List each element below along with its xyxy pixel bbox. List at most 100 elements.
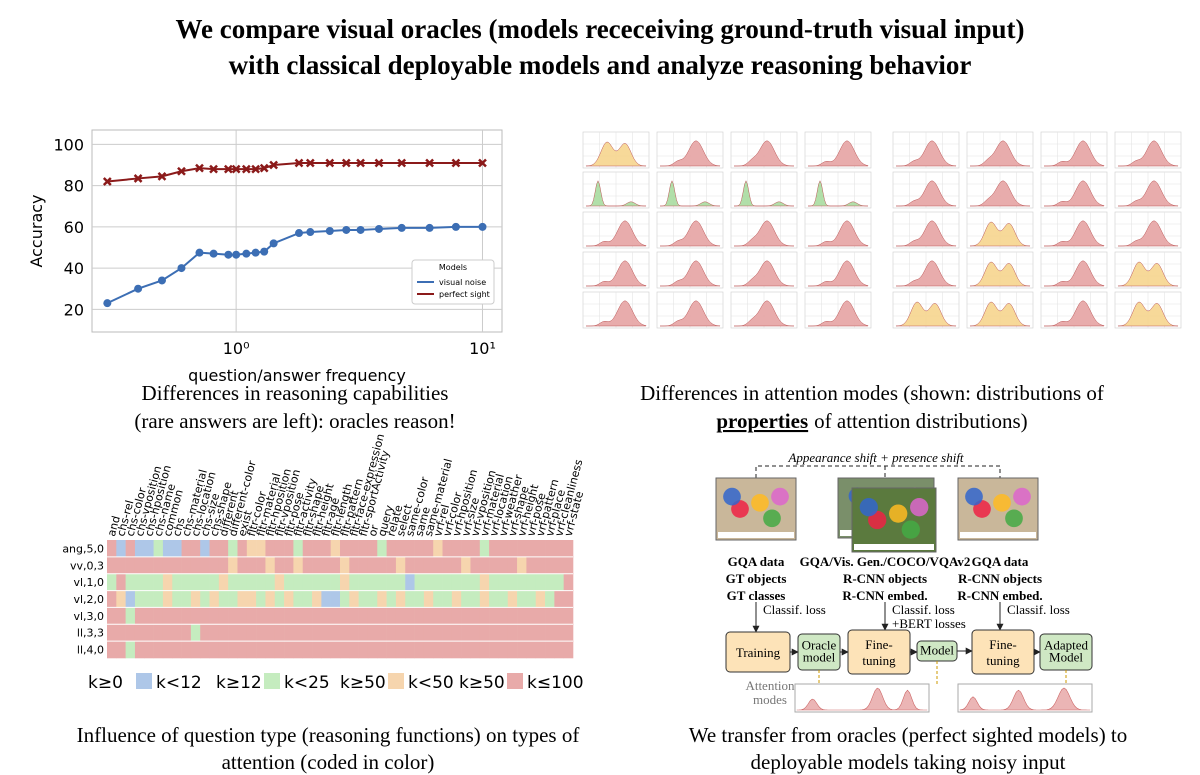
heat-cell — [200, 607, 210, 625]
heat-cell — [153, 556, 164, 575]
heat-cell — [461, 573, 471, 591]
point — [157, 276, 166, 285]
ridge-curve — [1117, 261, 1179, 287]
heat-cell — [395, 641, 406, 659]
heat-cell — [134, 641, 145, 659]
heat-cell — [442, 540, 453, 558]
heat-cell — [414, 641, 425, 659]
box-label: Adapted — [1044, 638, 1089, 653]
caption: deployable models taking noisy input — [751, 750, 1066, 774]
heat-cell — [172, 641, 182, 659]
photo-caption — [854, 544, 934, 550]
heat-cell — [535, 624, 546, 642]
photo-blob — [901, 520, 920, 539]
heat-cell — [340, 590, 350, 608]
heat-cell — [349, 540, 359, 558]
ridge-curve — [659, 220, 721, 247]
heat-cell — [228, 624, 238, 642]
heat-cell — [358, 540, 369, 558]
heat-cell — [554, 573, 564, 591]
heat-cell — [545, 556, 555, 575]
point — [209, 249, 218, 258]
heat-cell — [545, 573, 555, 591]
heat-cell — [526, 540, 537, 558]
point — [251, 164, 261, 174]
heat-cell — [246, 607, 257, 625]
heat-cell — [274, 590, 285, 608]
caption: Differences in attention modes (shown: d… — [640, 381, 1104, 405]
ridge-curve — [733, 140, 795, 167]
heat-cell — [517, 607, 527, 625]
heat-cell — [470, 624, 481, 642]
heat-cell — [479, 641, 490, 659]
heat-cell — [312, 573, 322, 591]
heat-cell — [256, 641, 266, 659]
point — [374, 158, 384, 168]
column-label: chs — [170, 516, 187, 538]
data-label: GT objects — [726, 571, 787, 586]
heat-cell — [181, 590, 192, 608]
heat-cell — [172, 624, 182, 642]
point — [295, 229, 304, 238]
photo — [957, 477, 1039, 541]
heat-cell — [209, 573, 220, 591]
caption: We transfer from oracles (perfect sighte… — [689, 723, 1128, 747]
data-label: GQA/Vis. Gen./COCO/VQAv2 — [800, 554, 971, 569]
photo-blob — [723, 487, 741, 506]
heat-cell — [535, 556, 546, 575]
legend-swatch — [388, 673, 404, 689]
ridge-curve — [659, 140, 721, 167]
ridge-curve — [895, 220, 957, 247]
ridge-plot — [966, 171, 1034, 209]
heat-cell — [377, 556, 387, 575]
heat-cell — [172, 607, 182, 625]
ridge-plot — [1040, 291, 1108, 329]
heat-cell — [442, 607, 453, 625]
point — [260, 247, 269, 256]
heat-cell — [405, 540, 415, 558]
heat-cell — [517, 624, 527, 642]
heat-cell — [181, 624, 192, 642]
photo-blob — [889, 504, 908, 523]
heat-cell — [200, 641, 210, 659]
heat-cell — [172, 573, 182, 591]
ridge-plot — [582, 211, 650, 249]
heat-cell — [116, 624, 126, 642]
heat-cell — [526, 573, 537, 591]
point — [269, 239, 278, 248]
heat-cell — [423, 573, 434, 591]
heat-cell — [293, 641, 304, 659]
legend-label: k≥50 — [340, 673, 386, 693]
heat-cell — [190, 624, 201, 642]
row-label: ll,4,0 — [77, 644, 104, 657]
legend-label: k<25 — [284, 673, 330, 693]
heat-cell — [358, 624, 369, 642]
heat-cell — [265, 556, 276, 575]
heat-cell — [498, 573, 509, 591]
heat-cell — [228, 590, 238, 608]
ridge-curve — [585, 300, 647, 327]
heat-cell — [367, 573, 378, 591]
heat-cell — [200, 540, 210, 558]
heat-cell — [535, 641, 546, 659]
heat-cell — [442, 641, 453, 659]
heat-cell — [489, 556, 499, 575]
heat-cell — [153, 624, 164, 642]
ridge-plot — [1114, 251, 1182, 289]
heat-cell — [507, 607, 518, 625]
heat-cell — [200, 624, 210, 642]
heat-cell — [479, 540, 490, 558]
heat-cell — [284, 641, 294, 659]
heat-cell — [358, 573, 369, 591]
heat-cell — [554, 540, 564, 558]
heat-cell — [218, 607, 229, 625]
point — [451, 158, 461, 168]
y-tick-label: 60 — [64, 218, 84, 237]
heat-cell — [116, 641, 126, 659]
photo-blob — [910, 498, 929, 517]
heat-cell — [498, 540, 509, 558]
heat-cell — [386, 624, 397, 642]
heat-cell — [190, 641, 201, 659]
heat-cell — [340, 573, 350, 591]
